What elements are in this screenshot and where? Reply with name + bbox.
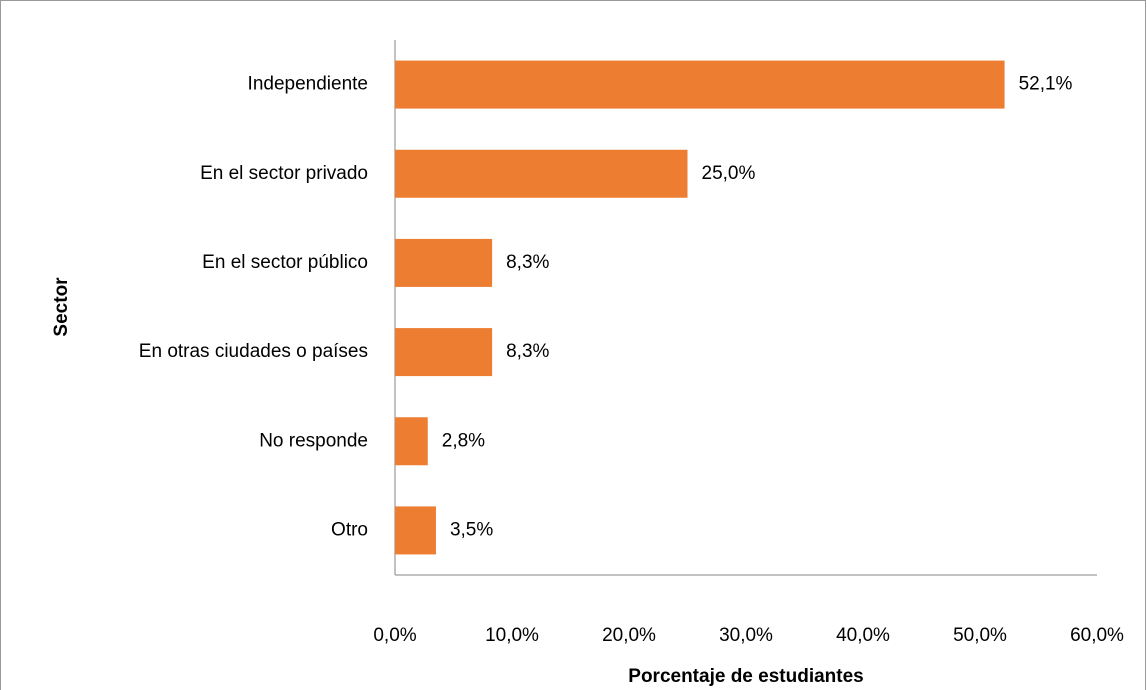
bar: [395, 506, 436, 555]
bar: [395, 238, 493, 287]
data-label: 8,3%: [506, 341, 549, 362]
y-tick-label: En otras ciudades o países: [139, 341, 368, 362]
y-tick-label: En el sector privado: [200, 163, 368, 184]
x-tick-label: 50,0%: [953, 625, 1007, 646]
data-label: 8,3%: [506, 252, 549, 273]
data-label: 3,5%: [450, 519, 493, 540]
bar: [395, 328, 493, 377]
x-axis-title: Porcentaje de estudiantes: [628, 666, 863, 687]
x-tick-label: 20,0%: [602, 625, 656, 646]
x-tick-label: 60,0%: [1070, 625, 1124, 646]
bar: [395, 149, 688, 198]
x-tick-label: 30,0%: [719, 625, 773, 646]
x-tick-label: 0,0%: [373, 625, 416, 646]
bar: [395, 417, 428, 466]
data-label: 52,1%: [1019, 74, 1073, 95]
y-axis-title: Sector: [51, 277, 72, 337]
y-tick-label: No responde: [259, 430, 368, 451]
y-tick-label: Otro: [331, 519, 368, 540]
y-tick-label: En el sector público: [202, 252, 368, 273]
x-tick-label: 10,0%: [485, 625, 539, 646]
x-tick-label: 40,0%: [836, 625, 890, 646]
data-label: 2,8%: [442, 430, 485, 451]
y-tick-label: Independiente: [248, 74, 368, 95]
bar: [395, 60, 1005, 109]
data-label: 25,0%: [702, 163, 756, 184]
